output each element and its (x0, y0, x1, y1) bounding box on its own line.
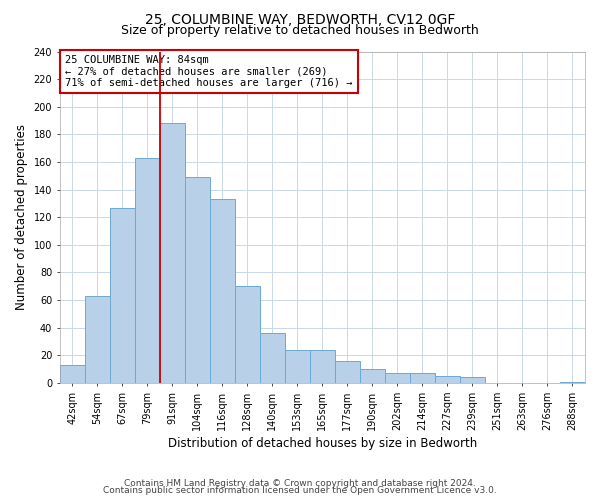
Bar (85, 296, 110, 383)
Bar (385, 374, 410, 383)
Bar (185, 177, 210, 383)
Bar (435, 376, 460, 383)
Bar (360, 369, 385, 383)
Bar (335, 361, 360, 383)
Bar (135, 158, 160, 383)
Bar (410, 374, 435, 383)
Bar (235, 286, 260, 383)
Text: Size of property relative to detached houses in Bedworth: Size of property relative to detached ho… (121, 24, 479, 37)
Bar (560, 382, 585, 383)
Text: Contains public sector information licensed under the Open Government Licence v3: Contains public sector information licen… (103, 486, 497, 495)
Text: 25, COLUMBINE WAY, BEDWORTH, CV12 0GF: 25, COLUMBINE WAY, BEDWORTH, CV12 0GF (145, 12, 455, 26)
Bar (260, 333, 285, 383)
Bar (460, 378, 485, 383)
Bar (310, 350, 335, 383)
Bar (60, 365, 85, 383)
Text: Contains HM Land Registry data © Crown copyright and database right 2024.: Contains HM Land Registry data © Crown c… (124, 478, 476, 488)
Bar (210, 200, 235, 383)
Bar (110, 208, 135, 383)
X-axis label: Distribution of detached houses by size in Bedworth: Distribution of detached houses by size … (168, 437, 477, 450)
Bar (160, 124, 185, 383)
Y-axis label: Number of detached properties: Number of detached properties (15, 124, 28, 310)
Text: 25 COLUMBINE WAY: 84sqm
← 27% of detached houses are smaller (269)
71% of semi-d: 25 COLUMBINE WAY: 84sqm ← 27% of detache… (65, 55, 353, 88)
Bar (285, 350, 310, 383)
